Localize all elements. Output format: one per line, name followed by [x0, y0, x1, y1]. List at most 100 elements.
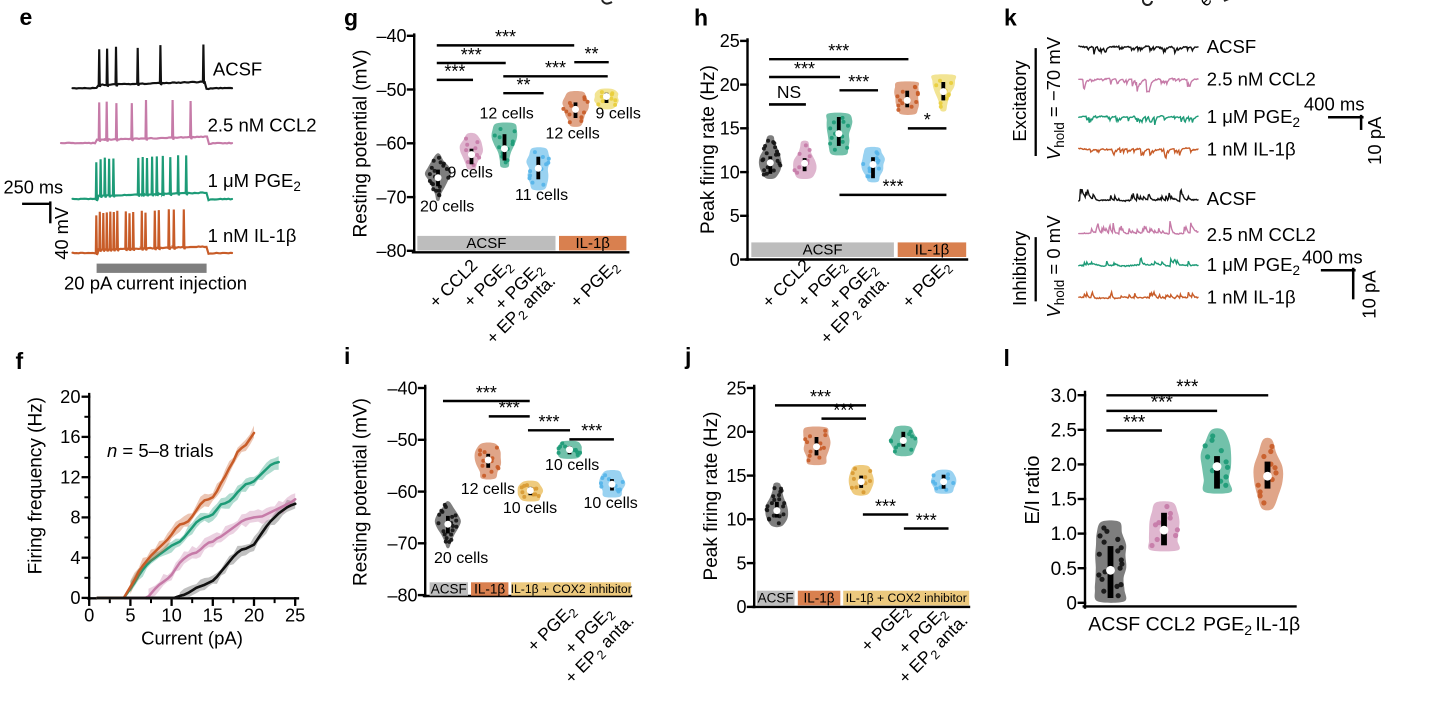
- svg-text:ACSF: ACSF: [213, 59, 262, 80]
- svg-text:1 nM IL-1β: 1 nM IL-1β: [208, 225, 297, 246]
- svg-text:***: ***: [794, 59, 815, 79]
- svg-text:20 cells: 20 cells: [420, 199, 474, 216]
- svg-text:20: 20: [60, 386, 80, 407]
- svg-text:Resting potential (mV): Resting potential (mV): [350, 398, 371, 586]
- svg-text:NS: NS: [777, 82, 801, 102]
- svg-text:***: ***: [581, 421, 602, 441]
- svg-text:Inhibitory: Inhibitory: [1009, 230, 1030, 306]
- svg-text:***: ***: [499, 398, 520, 418]
- svg-text:10 cells: 10 cells: [584, 495, 638, 512]
- svg-text:ACSF: ACSF: [1207, 36, 1256, 57]
- svg-text:***: ***: [476, 383, 497, 403]
- svg-text:***: ***: [916, 510, 937, 530]
- svg-text:20: 20: [720, 75, 740, 95]
- svg-text:***: ***: [882, 177, 903, 197]
- svg-text:250 ms: 250 ms: [4, 178, 64, 198]
- svg-text:2.0: 2.0: [1051, 455, 1077, 476]
- svg-text:5: 5: [125, 605, 135, 626]
- svg-text:9 cells: 9 cells: [448, 165, 493, 182]
- svg-text:10: 10: [161, 605, 181, 626]
- svg-text:***: ***: [461, 45, 482, 65]
- svg-text:–60: –60: [387, 482, 417, 502]
- svg-text:0: 0: [84, 605, 94, 626]
- svg-text:5: 5: [730, 206, 740, 226]
- svg-text:1 μM PGE2: 1 μM PGE2: [208, 170, 301, 194]
- svg-text:1.5: 1.5: [1051, 490, 1077, 511]
- svg-text:Firing frequency (Hz): Firing frequency (Hz): [26, 397, 47, 574]
- svg-text:0: 0: [730, 250, 740, 270]
- svg-text:10 pA: 10 pA: [1364, 116, 1385, 165]
- svg-text:***: ***: [538, 412, 559, 432]
- svg-text:25: 25: [726, 378, 746, 398]
- svg-text:–50: –50: [376, 80, 406, 100]
- svg-text:400 ms: 400 ms: [1302, 247, 1363, 268]
- svg-text:9 cells: 9 cells: [596, 106, 641, 123]
- svg-text:+ PGE2: + PGE2: [566, 256, 624, 314]
- svg-text:1 μM PGE2: 1 μM PGE2: [1207, 254, 1300, 278]
- svg-text:10: 10: [726, 510, 746, 530]
- svg-text:PGE2: PGE2: [1203, 614, 1252, 639]
- svg-text:2.5 nM CCL2: 2.5 nM CCL2: [1207, 69, 1316, 90]
- svg-text:ACSF: ACSF: [803, 242, 843, 259]
- svg-text:0: 0: [1066, 593, 1077, 614]
- svg-text:i: i: [344, 343, 350, 369]
- svg-text:–50: –50: [387, 430, 417, 450]
- svg-text:CCL2: CCL2: [1146, 614, 1196, 636]
- svg-text:IL-1β + COX2 inhibitor: IL-1β + COX2 inhibitor: [846, 591, 967, 605]
- svg-text:***: ***: [444, 62, 465, 82]
- svg-text:*: *: [924, 110, 931, 130]
- svg-text:IL-1β: IL-1β: [803, 590, 834, 605]
- svg-text:–70: –70: [376, 187, 406, 207]
- svg-text:***: ***: [828, 41, 849, 61]
- svg-text:ACSF: ACSF: [431, 581, 467, 596]
- svg-text:16: 16: [60, 426, 80, 447]
- svg-text:***: ***: [545, 58, 566, 78]
- svg-text:***: ***: [495, 27, 516, 47]
- svg-text:er: er: [1195, 0, 1219, 10]
- svg-text:Resting potential (mV): Resting potential (mV): [350, 50, 371, 238]
- svg-text:ACSF: ACSF: [758, 590, 794, 605]
- svg-text:12 cells: 12 cells: [480, 106, 534, 123]
- svg-text:12: 12: [60, 467, 80, 488]
- svg-text:0: 0: [70, 587, 80, 608]
- svg-text:ACSF: ACSF: [466, 235, 506, 252]
- svg-text:–60: –60: [376, 134, 406, 154]
- svg-text:+ PGE2: + PGE2: [898, 256, 956, 314]
- svg-text:n = 5–8 trials: n = 5–8 trials: [107, 440, 213, 461]
- svg-text:20: 20: [244, 605, 264, 626]
- svg-text:20 cells: 20 cells: [434, 550, 488, 567]
- svg-text:–70: –70: [387, 534, 417, 554]
- svg-text:IL-1β: IL-1β: [575, 235, 610, 252]
- svg-text:ACSF: ACSF: [1088, 614, 1140, 636]
- svg-text:k: k: [1004, 5, 1017, 31]
- svg-text:15: 15: [203, 605, 223, 626]
- svg-text:12 cells: 12 cells: [461, 481, 515, 498]
- svg-text:Peak firing rate (Hz): Peak firing rate (Hz): [701, 412, 722, 581]
- svg-text:***: ***: [848, 72, 869, 92]
- svg-text:**: **: [516, 75, 530, 95]
- svg-text:***: ***: [1176, 377, 1199, 398]
- svg-text:j: j: [684, 343, 691, 369]
- svg-text:10 pA: 10 pA: [1359, 270, 1380, 319]
- svg-text:***: ***: [875, 496, 896, 516]
- svg-text:IL-1β: IL-1β: [474, 581, 505, 596]
- svg-text:h: h: [694, 5, 708, 31]
- svg-text:g: g: [344, 5, 358, 31]
- svg-text:20: 20: [726, 422, 746, 442]
- svg-text:***: ***: [833, 400, 854, 420]
- svg-text:1 nM IL-1β: 1 nM IL-1β: [1207, 139, 1296, 160]
- svg-text:15: 15: [726, 466, 746, 486]
- svg-text:2.5: 2.5: [1051, 420, 1077, 441]
- svg-text:IL-1β + COX2 inhibitor: IL-1β + COX2 inhibitor: [511, 582, 632, 596]
- svg-text:Current (pA): Current (pA): [141, 628, 243, 649]
- svg-text:0.5: 0.5: [1051, 559, 1077, 580]
- svg-text:8: 8: [70, 507, 80, 528]
- svg-text:2.5 nM CCL2: 2.5 nM CCL2: [1207, 224, 1316, 245]
- svg-text:–80: –80: [387, 585, 417, 605]
- svg-text:f: f: [16, 348, 24, 374]
- svg-text:0: 0: [736, 597, 746, 617]
- svg-text:3.0: 3.0: [1051, 386, 1077, 407]
- svg-text:***: ***: [1151, 393, 1174, 414]
- svg-text:10: 10: [720, 162, 740, 182]
- svg-text:1 μM PGE2: 1 μM PGE2: [1207, 106, 1300, 130]
